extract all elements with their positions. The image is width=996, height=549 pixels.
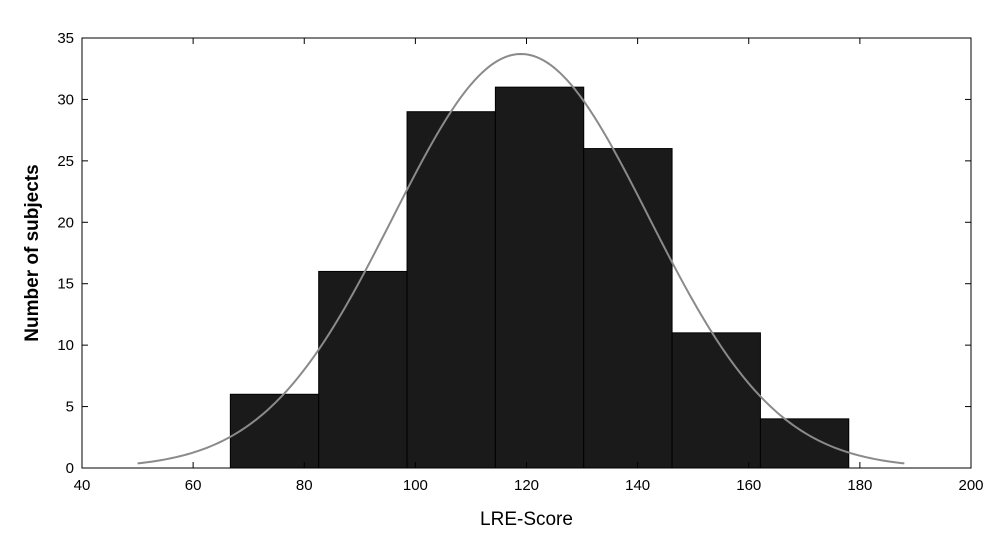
y-axis: 0 5 10 15 20 25 30 35	[57, 30, 971, 477]
histogram-bar-6	[671, 332, 761, 469]
fit-curve-layer	[137, 52, 905, 465]
x-tick-label: 160	[736, 477, 761, 494]
y-tick-label: 10	[57, 337, 74, 354]
x-tick-label: 60	[185, 477, 202, 494]
y-tick-label: 15	[57, 276, 74, 293]
histogram-bar-3	[406, 111, 496, 469]
histogram-bar-2	[318, 270, 408, 469]
x-tick-label: 180	[847, 477, 872, 494]
histogram-bar-4	[494, 86, 585, 469]
x-tick-label: 140	[625, 477, 650, 494]
histogram-bar-5	[583, 148, 673, 469]
histogram-bar-7	[759, 418, 850, 469]
x-tick-label: 40	[74, 477, 91, 494]
y-tick-label: 5	[66, 399, 74, 416]
y-tick-label: 25	[57, 153, 74, 170]
bars	[229, 86, 850, 469]
x-tick-label: 80	[296, 477, 313, 494]
y-tick-label: 20	[57, 214, 74, 231]
histogram-bar-1	[229, 393, 320, 469]
normal-fit-curve	[137, 52, 905, 465]
y-tick-label: 0	[66, 460, 74, 477]
x-tick-label: 120	[514, 477, 539, 494]
y-tick-label: 35	[57, 30, 74, 47]
x-tick-label: 100	[403, 477, 428, 494]
y-tick-label: 30	[57, 91, 74, 108]
x-tick-label: 200	[958, 477, 983, 494]
x-axis-title: LRE-Score	[480, 509, 573, 530]
x-axis: 40 60 80 100 120 140 160 180 200	[74, 38, 984, 494]
y-axis-title: Number of subjects	[22, 164, 43, 341]
